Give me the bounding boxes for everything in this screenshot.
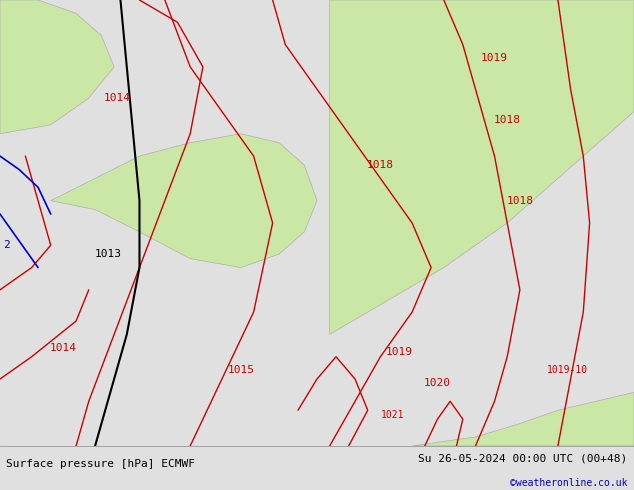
Polygon shape — [330, 0, 634, 334]
Text: 2: 2 — [3, 240, 10, 250]
Text: 1019-10: 1019-10 — [547, 365, 588, 375]
Polygon shape — [412, 392, 634, 446]
Text: 1020: 1020 — [424, 378, 451, 389]
Text: 1018: 1018 — [367, 160, 394, 170]
Text: 1013: 1013 — [94, 249, 121, 259]
Text: ©weatheronline.co.uk: ©weatheronline.co.uk — [510, 478, 628, 489]
Text: 1018: 1018 — [507, 196, 533, 206]
Text: Surface pressure [hPa] ECMWF: Surface pressure [hPa] ECMWF — [6, 459, 195, 468]
Text: 1015: 1015 — [228, 365, 254, 375]
Text: 1021: 1021 — [381, 410, 405, 420]
Polygon shape — [0, 0, 114, 134]
Text: 1018: 1018 — [494, 115, 521, 125]
Text: 1014: 1014 — [104, 93, 131, 103]
Text: 1014: 1014 — [50, 343, 77, 353]
Polygon shape — [51, 134, 317, 268]
Text: 1019: 1019 — [481, 53, 508, 63]
Text: Su 26-05-2024 00:00 UTC (00+48): Su 26-05-2024 00:00 UTC (00+48) — [418, 453, 628, 463]
Text: 1019: 1019 — [386, 347, 413, 357]
